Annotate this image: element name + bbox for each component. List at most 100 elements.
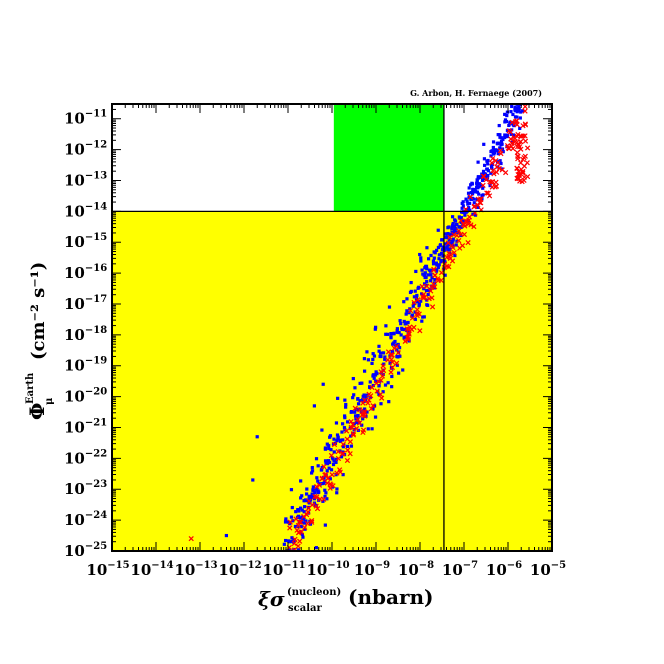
data-point-red (428, 288, 434, 294)
data-point-blue (481, 186, 485, 190)
svg-text:(cm⁻² s⁻¹): (cm⁻² s⁻¹) (28, 262, 49, 360)
data-point-red (379, 373, 386, 379)
data-point-red (366, 397, 372, 403)
data-point-blue (289, 515, 294, 519)
data-point-red (323, 471, 329, 478)
data-point-blue (325, 469, 329, 473)
data-point-blue (460, 201, 464, 206)
data-point-blue (476, 205, 480, 210)
data-point-blue (434, 269, 439, 273)
data-point-blue (372, 376, 376, 380)
data-point-blue (471, 187, 475, 191)
y-tick-label: 10−14 (64, 201, 107, 220)
data-point-red (309, 502, 315, 508)
data-point-red (355, 416, 361, 423)
data-point-blue (438, 243, 443, 247)
data-point-blue (328, 434, 333, 438)
data-point-red (494, 169, 500, 175)
data-point-red (380, 367, 387, 374)
data-point-blue (426, 257, 431, 261)
data-point-red (374, 388, 380, 394)
data-point-red (305, 509, 311, 515)
data-point-red (337, 467, 343, 473)
data-point-blue (299, 496, 303, 500)
data-point-blue (383, 357, 387, 361)
data-point-blue (426, 292, 430, 297)
data-point-red (292, 536, 298, 542)
data-point-blue (423, 271, 427, 275)
data-point-red (522, 153, 528, 159)
x-tick-label: 10−8 (398, 560, 434, 579)
data-point-red (447, 234, 453, 241)
data-point-red (447, 255, 453, 261)
data-point-blue (323, 446, 328, 450)
data-point-blue (293, 524, 298, 529)
y-tick-label: 10−11 (64, 109, 107, 128)
data-point-red (487, 179, 493, 185)
data-point-blue (323, 523, 327, 527)
data-point-red (438, 270, 445, 276)
data-point-blue (413, 289, 417, 293)
data-point-blue (290, 505, 294, 510)
data-point-red (445, 240, 451, 246)
data-point-blue (364, 395, 368, 399)
data-point-blue (467, 186, 471, 190)
data-point-blue (424, 288, 429, 293)
data-point-blue (460, 206, 464, 210)
data-point-red (481, 173, 487, 180)
data-point-red (524, 174, 531, 180)
data-point-blue (374, 370, 378, 374)
data-point-blue (352, 393, 356, 397)
data-point-red (394, 343, 400, 349)
data-point-blue (434, 261, 438, 265)
data-point-red (356, 420, 363, 426)
data-point-blue (430, 276, 434, 280)
data-point-red (304, 512, 310, 518)
x-tick-label: 10−6 (486, 560, 522, 579)
data-point-blue (455, 239, 459, 243)
data-point-red (314, 506, 321, 512)
data-point-blue (518, 116, 522, 120)
y-tick-label: 10−25 (64, 541, 107, 560)
data-point-blue (497, 123, 501, 128)
data-point-blue (288, 548, 292, 551)
data-point-blue (444, 246, 448, 250)
data-point-red (350, 431, 356, 437)
data-point-blue (419, 299, 423, 303)
data-point-blue (499, 161, 503, 166)
data-point-red (316, 482, 323, 488)
data-point-blue (518, 126, 522, 130)
y-tick-label: 10−24 (64, 510, 107, 529)
data-point-blue (503, 120, 507, 124)
data-point-blue (451, 237, 455, 241)
data-point-blue (343, 416, 347, 420)
data-point-red (394, 360, 400, 366)
data-point-blue (441, 245, 445, 249)
data-point-blue (224, 533, 228, 538)
data-point-blue (489, 171, 493, 175)
data-point-blue (317, 490, 321, 494)
data-point-blue (329, 448, 333, 452)
data-point-blue (354, 417, 358, 421)
data-point-red (430, 281, 436, 287)
data-point-red (402, 338, 408, 344)
data-point-blue (361, 417, 365, 421)
data-point-blue (486, 162, 490, 166)
data-point-blue (411, 304, 415, 308)
data-point-blue (431, 259, 436, 263)
data-point-red (302, 524, 308, 531)
data-point-red (518, 160, 524, 166)
data-point-blue (307, 501, 311, 505)
data-point-blue (331, 457, 335, 461)
data-point-red (461, 231, 468, 238)
data-point-blue (338, 449, 342, 453)
data-point-blue (384, 324, 388, 328)
data-point-red (360, 429, 366, 436)
data-point-red (518, 139, 524, 145)
data-point-blue (412, 295, 416, 299)
data-point-blue (402, 336, 406, 340)
data-point-blue (304, 498, 308, 503)
data-point-blue (476, 160, 480, 164)
data-point-blue (494, 148, 498, 152)
data-point-blue (472, 201, 476, 205)
